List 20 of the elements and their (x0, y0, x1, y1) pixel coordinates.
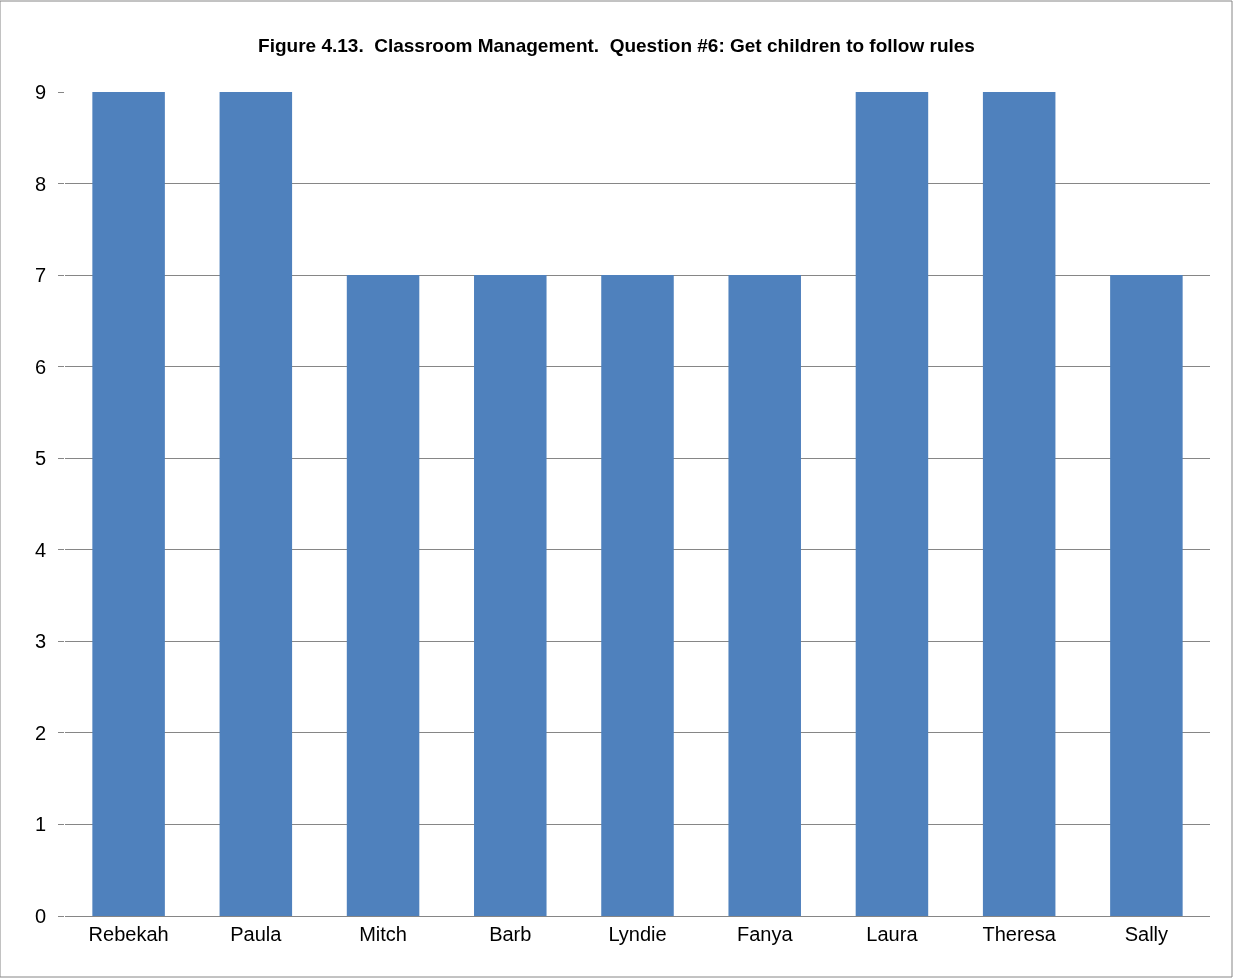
y-tick-label: 3 (34, 630, 46, 653)
x-tick-label: Lyndie (608, 923, 667, 945)
y-tick-label: 8 (34, 172, 46, 195)
x-tick-label: Sally (1124, 923, 1169, 945)
chart-title: Figure 4.13. Classroom Management. Question #6: Get children to follow rules (258, 34, 975, 56)
x-tick-label: Rebekah (88, 923, 169, 945)
x-tick-label: Barb (489, 923, 532, 945)
y-tick-label: 6 (34, 355, 46, 378)
y-tick-label: 0 (34, 905, 46, 927)
y-tick-label: 4 (34, 538, 46, 561)
y-tick-label: 7 (34, 264, 46, 287)
y-tick-label: 1 (34, 813, 46, 836)
y-tick-label: 2 (34, 721, 46, 744)
y-tick-label: 9 (34, 81, 46, 103)
x-tick-label: Theresa (982, 923, 1057, 945)
x-tick-label: Paula (230, 923, 283, 945)
y-tick-label: 5 (34, 447, 46, 470)
x-tick-label: Laura (866, 923, 919, 945)
x-tick-label: Fanya (736, 923, 794, 945)
x-tick-label: Mitch (359, 923, 407, 945)
